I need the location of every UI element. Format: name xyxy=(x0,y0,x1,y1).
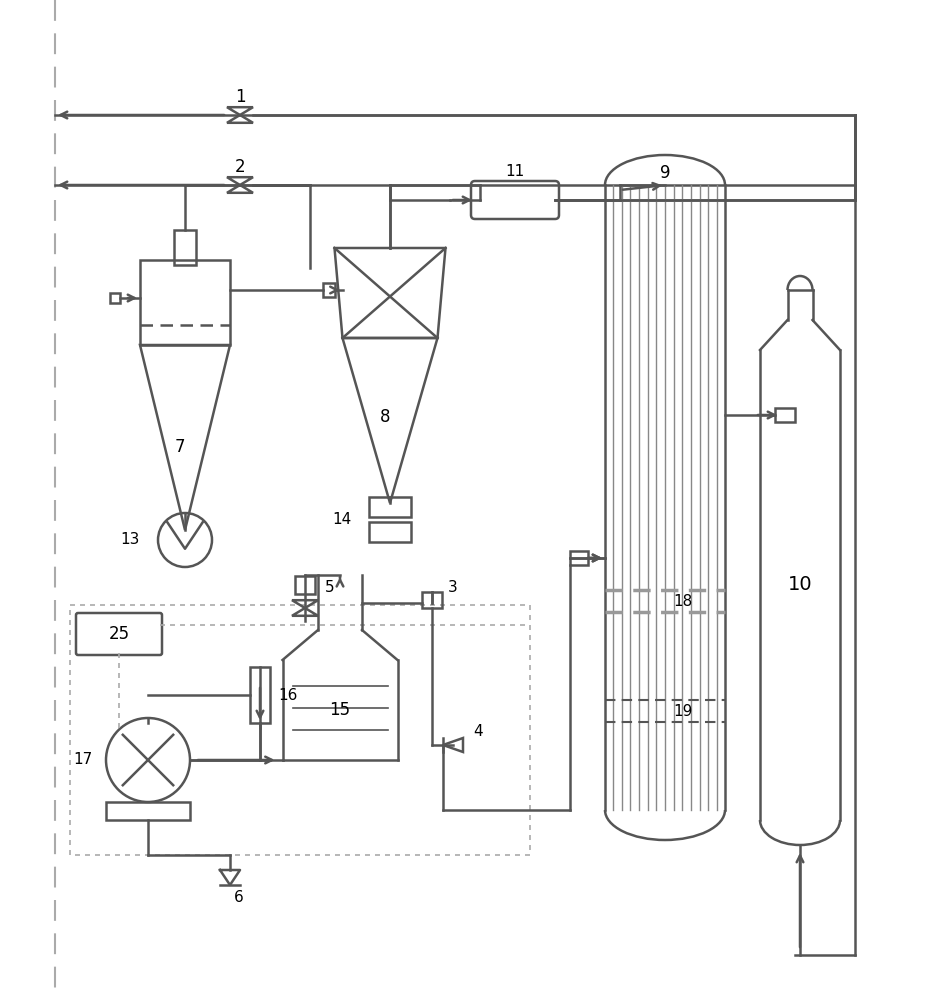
Bar xyxy=(422,592,442,608)
Text: 8: 8 xyxy=(380,408,390,426)
Bar xyxy=(295,576,315,594)
Text: 4: 4 xyxy=(473,724,483,738)
Bar xyxy=(369,497,411,517)
Text: 3: 3 xyxy=(448,580,458,595)
Text: 17: 17 xyxy=(73,752,92,768)
Text: 9: 9 xyxy=(660,164,671,182)
Bar xyxy=(570,551,588,565)
Text: 11: 11 xyxy=(505,163,524,178)
Text: 25: 25 xyxy=(108,625,130,643)
Bar xyxy=(775,408,795,422)
Text: 10: 10 xyxy=(788,576,812,594)
Bar xyxy=(323,283,335,297)
Text: 14: 14 xyxy=(333,512,352,528)
Bar xyxy=(110,293,120,303)
Text: 15: 15 xyxy=(329,701,351,719)
Bar xyxy=(250,667,270,723)
Bar xyxy=(369,522,411,542)
Text: 6: 6 xyxy=(234,890,244,906)
Text: 5: 5 xyxy=(325,580,335,595)
Text: 18: 18 xyxy=(673,593,692,608)
Bar xyxy=(70,605,530,855)
Bar xyxy=(174,230,196,265)
Text: 2: 2 xyxy=(235,158,245,176)
Text: 1: 1 xyxy=(235,88,245,106)
Bar xyxy=(106,802,190,820)
Text: 19: 19 xyxy=(673,704,693,718)
Text: 7: 7 xyxy=(175,438,185,456)
Bar xyxy=(140,260,230,345)
Text: 16: 16 xyxy=(278,688,297,702)
Text: 13: 13 xyxy=(120,532,140,548)
